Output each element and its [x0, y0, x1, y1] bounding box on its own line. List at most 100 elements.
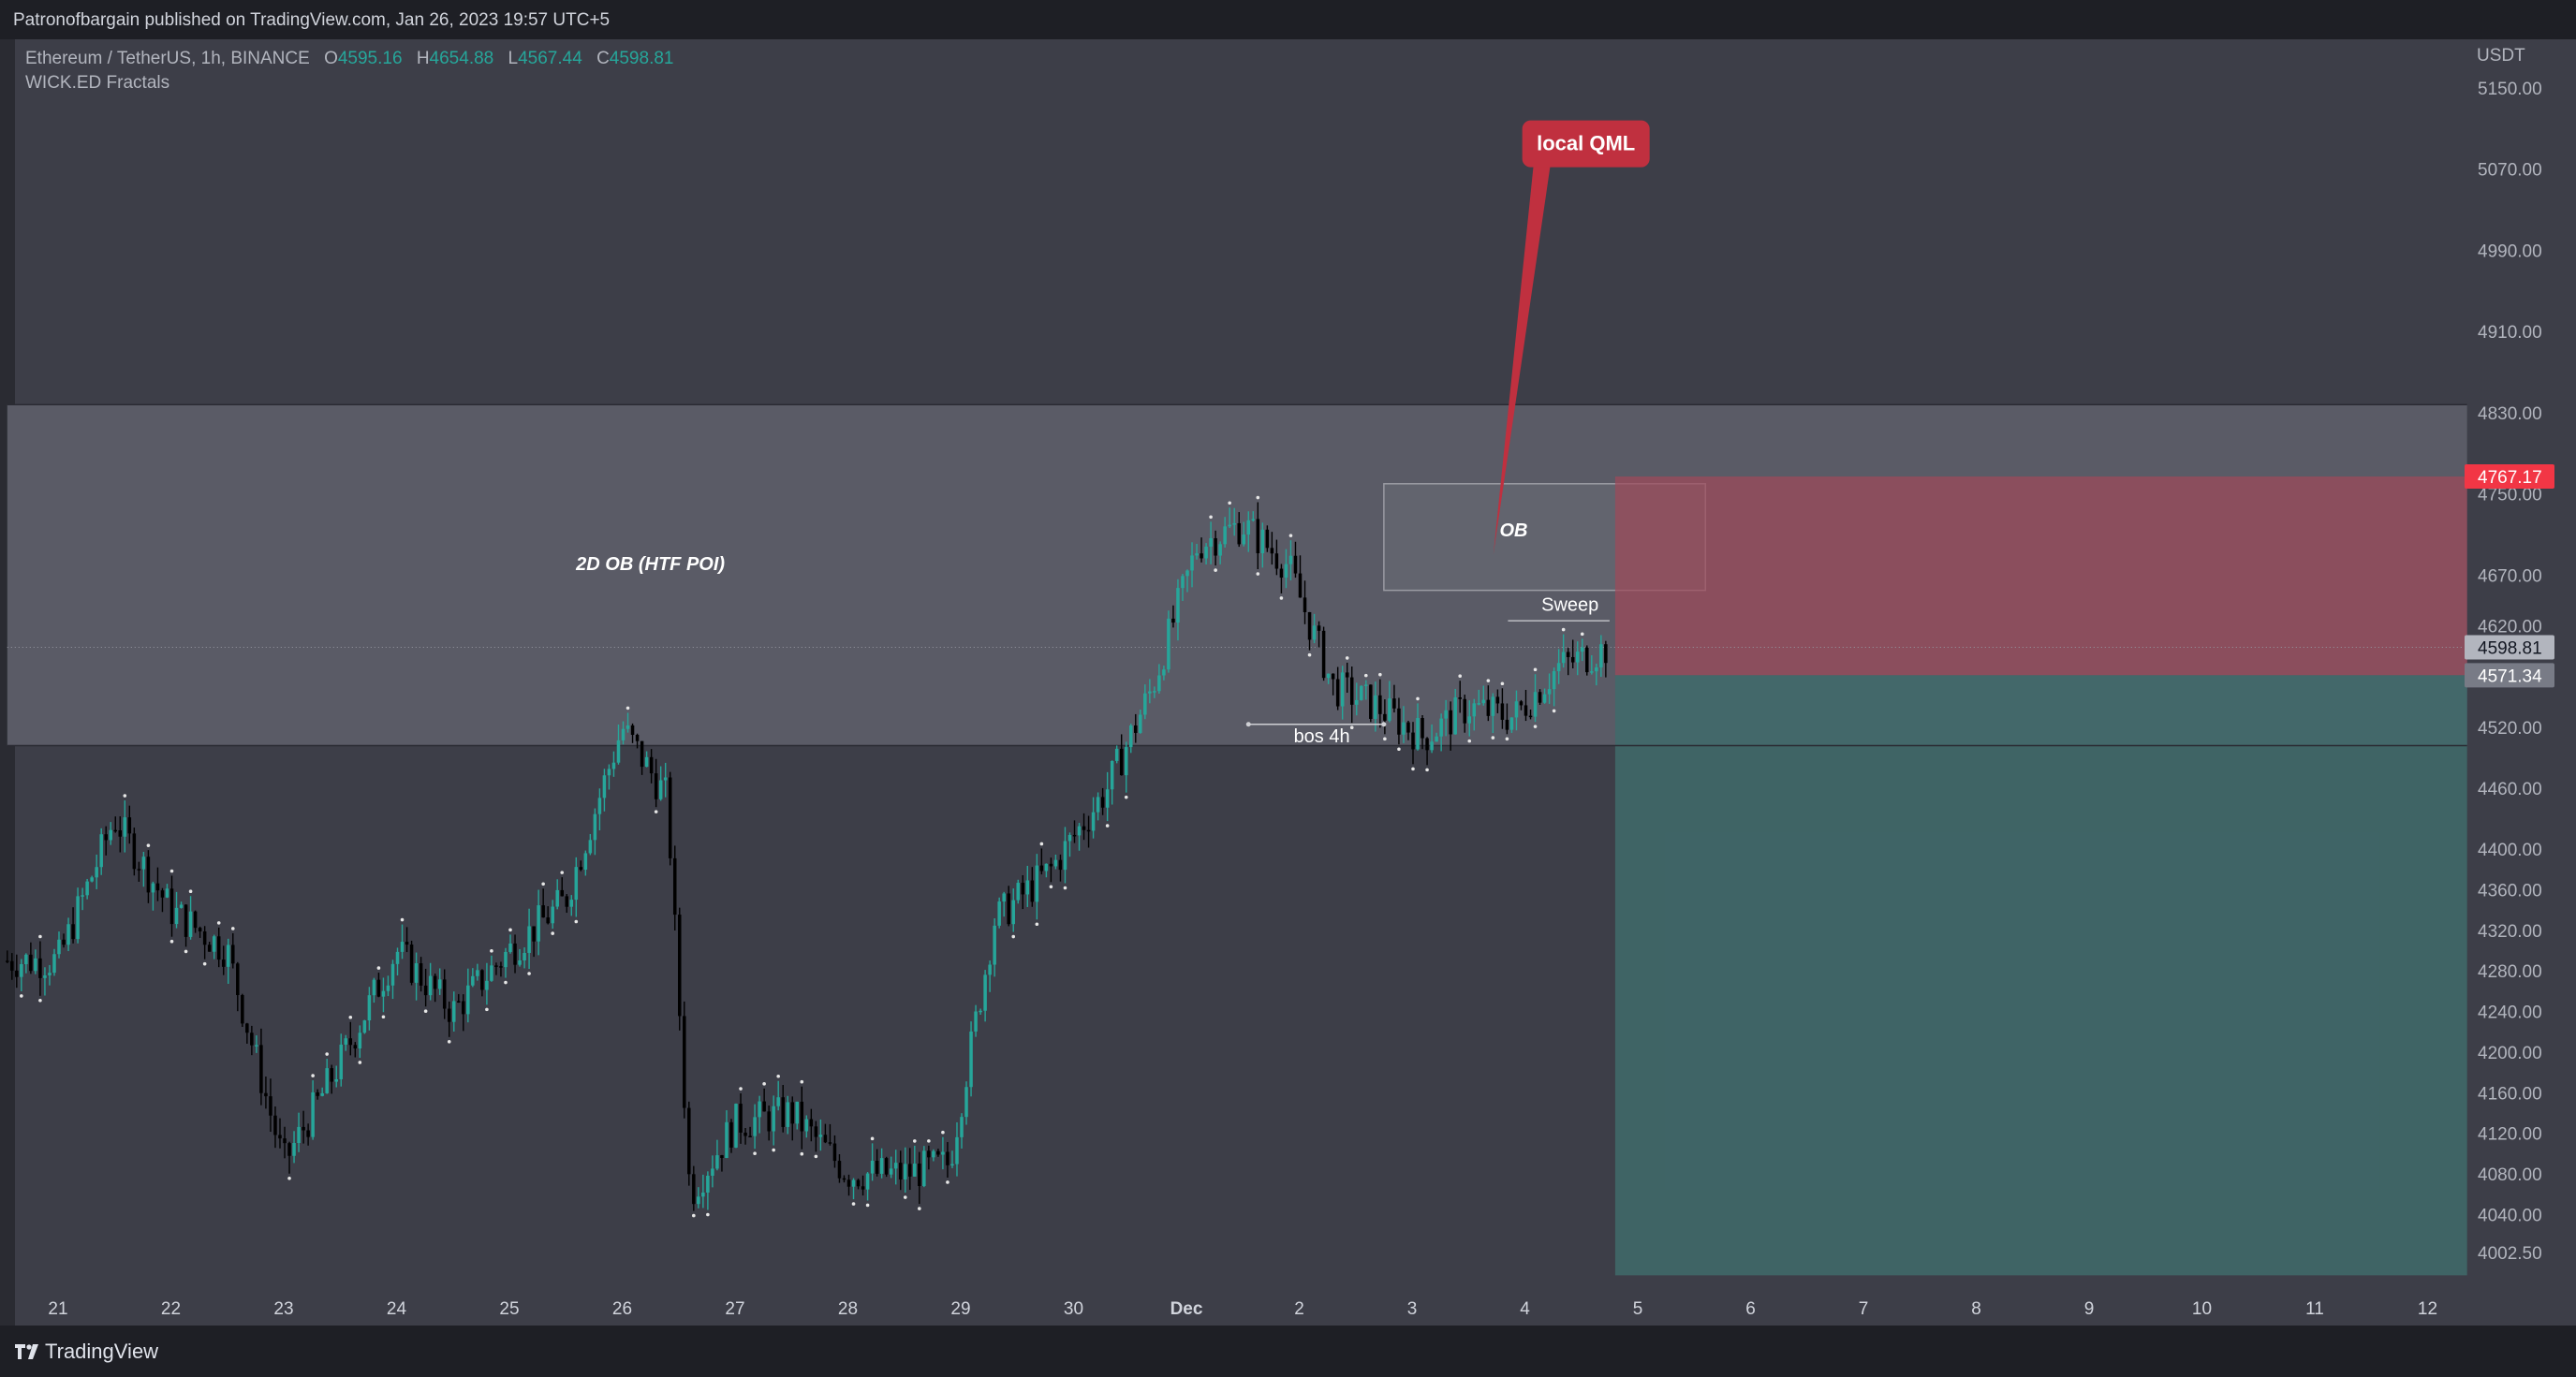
candle-body[interactable] — [499, 966, 503, 968]
candle-body[interactable] — [1321, 630, 1326, 679]
candle-body[interactable] — [490, 965, 493, 981]
candle-body[interactable] — [546, 917, 550, 924]
candle-body[interactable] — [1110, 760, 1114, 790]
candle-body[interactable] — [1181, 576, 1185, 589]
candle-body[interactable] — [344, 1038, 348, 1045]
candle-body[interactable] — [1402, 722, 1406, 735]
candle-body[interactable] — [692, 1174, 696, 1205]
candle-body[interactable] — [1134, 725, 1138, 733]
candle-body[interactable] — [419, 963, 423, 986]
candle-body[interactable] — [903, 1164, 907, 1179]
candle-body[interactable] — [1307, 611, 1312, 640]
candle-body[interactable] — [1067, 834, 1072, 842]
candle-body[interactable] — [658, 780, 663, 799]
candle-body[interactable] — [832, 1143, 837, 1162]
candle-body[interactable] — [1542, 694, 1547, 703]
candle-body[interactable] — [837, 1161, 842, 1179]
candle-body[interactable] — [969, 1031, 973, 1088]
indicator-legend[interactable]: WICK.ED Fractals — [25, 73, 170, 93]
candle-body[interactable] — [527, 926, 531, 953]
candle-body[interactable] — [1406, 722, 1410, 733]
candle-body[interactable] — [1595, 667, 1598, 672]
candle-body[interactable] — [823, 1135, 828, 1143]
candle-body[interactable] — [1105, 789, 1110, 808]
candle-body[interactable] — [1472, 703, 1477, 717]
candle-body[interactable] — [1449, 710, 1452, 735]
candle-body[interactable] — [786, 1102, 789, 1127]
candle-body[interactable] — [1260, 529, 1265, 553]
candle-body[interactable] — [950, 1164, 954, 1166]
candle-body[interactable] — [95, 867, 98, 878]
candle-body[interactable] — [884, 1158, 889, 1175]
candle-body[interactable] — [1279, 568, 1284, 579]
candle-body[interactable] — [846, 1179, 851, 1187]
candle-body[interactable] — [330, 1068, 333, 1082]
candle-body[interactable] — [1538, 692, 1542, 703]
candle-body[interactable] — [1223, 526, 1227, 545]
candle-body[interactable] — [621, 728, 626, 740]
candle-body[interactable] — [1312, 625, 1317, 640]
candle-body[interactable] — [1547, 689, 1552, 695]
candle-body[interactable] — [1148, 691, 1152, 694]
candle-body[interactable] — [964, 1087, 968, 1118]
candle-body[interactable] — [1124, 747, 1128, 776]
candle-body[interactable] — [358, 1033, 362, 1049]
candle-body[interactable] — [212, 936, 216, 952]
candle-body[interactable] — [551, 906, 554, 924]
candle-body[interactable] — [1058, 859, 1063, 871]
candle-body[interactable] — [640, 740, 644, 768]
candle-body[interactable] — [626, 725, 630, 729]
candle-body[interactable] — [1072, 834, 1077, 837]
candle-body[interactable] — [1096, 797, 1100, 813]
candle-body[interactable] — [790, 1102, 795, 1124]
candle-body[interactable] — [1604, 644, 1608, 664]
candle-body[interactable] — [555, 889, 559, 907]
candle-body[interactable] — [278, 1135, 282, 1139]
candle-body[interactable] — [795, 1101, 800, 1124]
price-label-box[interactable] — [2465, 464, 2554, 490]
candle-body[interactable] — [292, 1143, 296, 1156]
candle-body[interactable] — [1077, 826, 1082, 836]
candle-body[interactable] — [1082, 826, 1086, 830]
candle-body[interactable] — [34, 958, 37, 972]
candle-body[interactable] — [1486, 699, 1491, 716]
candle-body[interactable] — [146, 857, 151, 893]
candle-body[interactable] — [1509, 717, 1514, 730]
candle-body[interactable] — [1374, 695, 1377, 719]
candle-body[interactable] — [593, 813, 597, 841]
candle-body[interactable] — [683, 1016, 686, 1108]
candle-body[interactable] — [1556, 663, 1561, 671]
candle-body[interactable] — [1200, 553, 1203, 559]
candle-body[interactable] — [781, 1097, 785, 1127]
candle-body[interactable] — [216, 936, 221, 960]
candle-body[interactable] — [936, 1150, 940, 1155]
candle-body[interactable] — [1100, 797, 1105, 808]
candle-body[interactable] — [1246, 520, 1251, 535]
candle-body[interactable] — [1039, 865, 1044, 872]
candle-body[interactable] — [1590, 671, 1594, 673]
candle-body[interactable] — [137, 869, 141, 871]
candle-body[interactable] — [386, 985, 390, 991]
candle-body[interactable] — [236, 963, 240, 996]
candle-body[interactable] — [875, 1160, 879, 1174]
candle-body[interactable] — [362, 1020, 367, 1033]
candle-body[interactable] — [10, 960, 14, 971]
candle-body[interactable] — [1383, 713, 1387, 721]
candle-body[interactable] — [132, 833, 137, 870]
candle-body[interactable] — [1491, 696, 1495, 716]
candle-body[interactable] — [99, 834, 103, 868]
candle-body[interactable] — [1284, 564, 1288, 579]
candle-body[interactable] — [753, 1117, 757, 1136]
candle-body[interactable] — [993, 925, 996, 965]
candle-body[interactable] — [1128, 725, 1133, 748]
candle-body[interactable] — [772, 1106, 775, 1132]
candle-body[interactable] — [273, 1115, 277, 1135]
candle-body[interactable] — [1002, 893, 1006, 902]
candle-body[interactable] — [447, 1008, 451, 1022]
candle-body[interactable] — [462, 1001, 465, 1015]
candle-body[interactable] — [725, 1121, 729, 1159]
candle-body[interactable] — [188, 911, 193, 937]
candle-body[interactable] — [1143, 693, 1147, 715]
candle-body[interactable] — [457, 1001, 461, 1003]
candle-body[interactable] — [1416, 718, 1420, 750]
